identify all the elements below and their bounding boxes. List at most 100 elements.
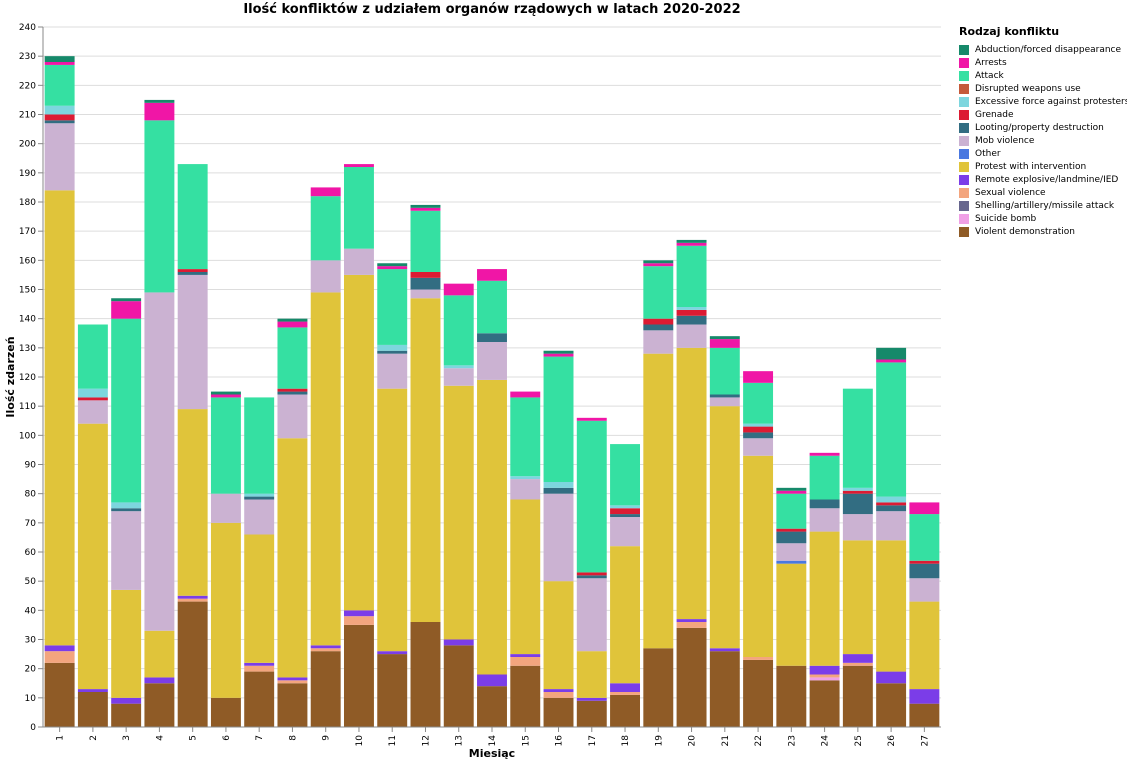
bar-segment-mob-violence [177, 274, 208, 410]
bar-segment-violent-demonstration [77, 692, 108, 727]
bar-segment-mob-violence [277, 394, 308, 439]
bar-segment-violent-demonstration [44, 662, 75, 727]
bar-segment-violent-demonstration [443, 645, 474, 727]
bar-segment-remote-explosive-landmine-ied [709, 648, 740, 652]
bar-segment-sexual-violence [743, 657, 774, 660]
bar-segment-mob-violence [876, 511, 907, 541]
bar-segment-arrests [909, 502, 940, 515]
y-tick-label: 240 [19, 23, 36, 33]
bar-segment-protest-with-intervention [44, 190, 75, 646]
bar-segment-looting-property-destruction [643, 324, 674, 331]
bar-segment-protest-with-intervention [643, 353, 674, 649]
bar-segment-violent-demonstration [842, 665, 873, 727]
x-tick-label: 18 [621, 735, 631, 747]
bar-segment-mob-violence [410, 289, 441, 299]
legend-item: Protest with intervention [959, 160, 1127, 173]
bar-segment-violent-demonstration [909, 703, 940, 727]
bar-segment-looting-property-destruction [377, 350, 408, 354]
x-tick-label: 23 [787, 735, 797, 746]
bar-segment-excessive-force-against-protesters [443, 365, 474, 369]
bar-segment-arrests [410, 207, 441, 211]
bar-segment-mob-violence [610, 517, 641, 547]
bar-segment-arrests [709, 339, 740, 348]
y-tick-label: 30 [25, 636, 37, 646]
y-tick-label: 70 [25, 519, 37, 529]
bar-segment-protest-with-intervention [77, 423, 108, 690]
bar-segment-looting-property-destruction [277, 391, 308, 395]
bar-segment-attack [909, 514, 940, 561]
bar-segment-looting-property-destruction [576, 575, 607, 579]
bar-segment-attack [776, 493, 807, 529]
bar-segment-violent-demonstration [410, 622, 441, 727]
bar-segment-attack [842, 388, 873, 488]
bar-segment-sexual-violence [44, 651, 75, 663]
y-tick-label: 120 [19, 373, 36, 383]
x-axis-ticks: 1 2 3 4 5 6 7 8 9 10 11 12 13 14 15 16 17 18 19 20 21 22 23 24 2… [56, 727, 930, 747]
bar-segment-excessive-force-against-protesters [377, 344, 408, 351]
bar-segment-grenade [676, 309, 707, 316]
legend-item: Grenade [959, 108, 1127, 121]
bar-segment-sexual-violence [244, 665, 275, 672]
bar-segment-mob-violence [77, 400, 108, 424]
bar-segment-arrests [510, 391, 541, 398]
bar-segment-arrests [210, 394, 241, 398]
x-tick-label: 22 [754, 735, 764, 746]
x-axis-title: Miesiąc [469, 747, 515, 760]
bar-segment-abduction-forced-disappearance [776, 487, 807, 491]
bar-segment-looting-property-destruction [776, 531, 807, 544]
bar-segment-remote-explosive-landmine-ied [576, 697, 607, 701]
y-tick-label: 0 [30, 723, 36, 733]
bar-segment-protest-with-intervention [277, 438, 308, 678]
bar-segment-violent-demonstration [244, 671, 275, 727]
bar-segment-arrests [443, 283, 474, 296]
bar-segment-mob-violence [676, 324, 707, 348]
bar-segment-excessive-force-against-protesters [676, 307, 707, 310]
y-tick-label: 150 [19, 286, 36, 296]
bar-segment-looting-property-destruction [743, 432, 774, 439]
legend-item: Disrupted weapons use [959, 82, 1127, 95]
bar-segment-mob-violence [210, 493, 241, 523]
bar-segment-mob-violence [443, 368, 474, 386]
bar-segment-attack [244, 397, 275, 494]
legend-swatch [959, 83, 969, 94]
bar-segment-remote-explosive-landmine-ied [343, 610, 374, 617]
bar-segment-arrests [144, 102, 175, 121]
legend-item: Violent demonstration [959, 225, 1127, 238]
bar-segment-looting-property-destruction [909, 563, 940, 579]
bar-segment-violent-demonstration [477, 686, 507, 727]
bar-segment-abduction-forced-disappearance [709, 336, 740, 340]
legend-label: Other [975, 148, 1001, 159]
bar-segment-remote-explosive-landmine-ied [177, 595, 208, 599]
bar-segment-arrests [809, 452, 840, 456]
y-tick-label: 160 [19, 256, 36, 266]
legend-swatch [959, 57, 969, 68]
bar-segment-mob-violence [743, 438, 774, 456]
bar-segment-sexual-violence [277, 680, 308, 684]
x-tick-label: 26 [887, 735, 897, 747]
bar-segment-protest-with-intervention [244, 534, 275, 663]
legend-item: Excessive force against protesters [959, 95, 1127, 108]
bar-segment-attack [177, 164, 208, 270]
bar-segment-arrests [543, 353, 574, 357]
bar-segment-looting-property-destruction [177, 272, 208, 275]
bar-segment-protest-with-intervention [377, 388, 408, 652]
bar-segment-protest-with-intervention [477, 379, 507, 675]
bar-segment-grenade [610, 508, 641, 515]
bar-segment-remote-explosive-landmine-ied [842, 654, 873, 663]
bar-segment-abduction-forced-disappearance [210, 391, 241, 395]
bar-segment-violent-demonstration [610, 694, 641, 727]
bar-segment-excessive-force-against-protesters [543, 482, 574, 488]
bar-segment-attack [876, 362, 907, 497]
bar-segment-attack [111, 318, 142, 503]
y-tick-label: 130 [19, 344, 36, 354]
bar-segment-sexual-violence [510, 657, 541, 666]
bar-segment-abduction-forced-disappearance [111, 298, 142, 302]
bar-segment-abduction-forced-disappearance [643, 260, 674, 264]
bar-segment-protest-with-intervention [842, 540, 873, 655]
x-tick-label: 15 [521, 735, 531, 746]
bar-segment-looting-property-destruction [410, 277, 441, 290]
bar-segment-excessive-force-against-protesters [876, 496, 907, 503]
bar-segment-sexual-violence [177, 598, 208, 602]
bar-segment-attack [576, 420, 607, 573]
y-tick-label: 80 [25, 490, 37, 500]
